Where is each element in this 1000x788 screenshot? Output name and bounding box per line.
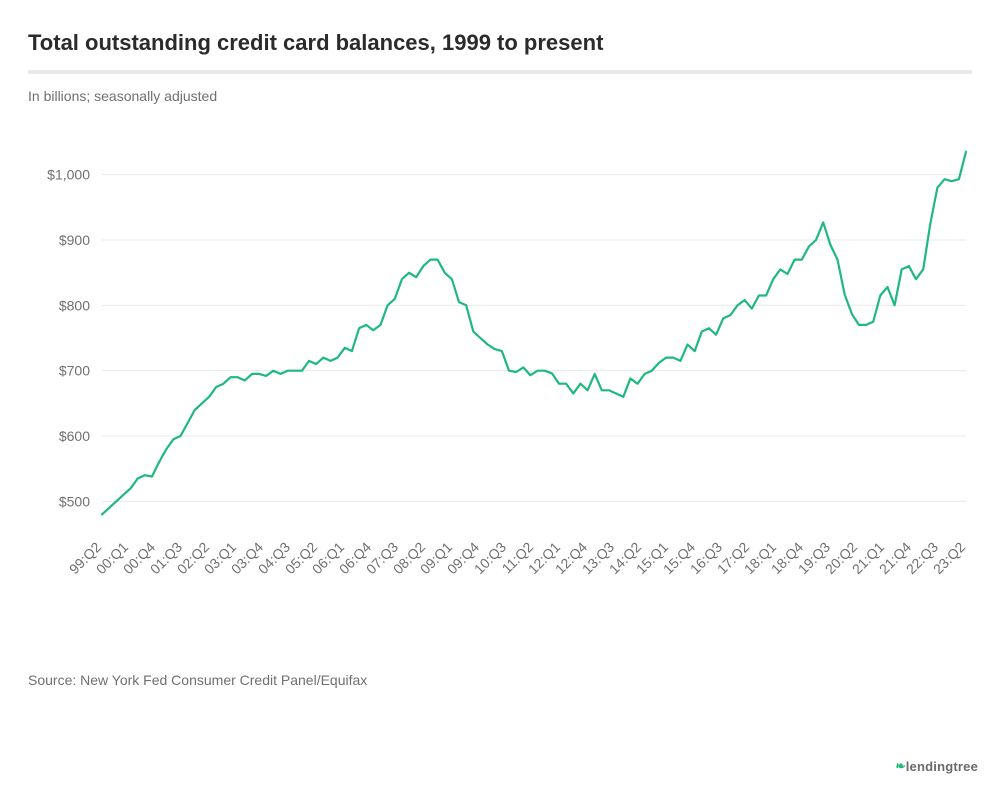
- line-chart: $500$600$700$800$900$1,00099:Q200:Q100:Q…: [28, 114, 972, 654]
- leaf-icon: ❧: [895, 759, 905, 773]
- chart-container: $500$600$700$800$900$1,00099:Q200:Q100:Q…: [28, 114, 972, 654]
- chart-subtitle: In billions; seasonally adjusted: [28, 88, 972, 104]
- svg-text:$600: $600: [59, 428, 90, 444]
- svg-text:$1,000: $1,000: [47, 167, 90, 183]
- svg-text:23:Q2: 23:Q2: [930, 539, 968, 577]
- svg-text:$700: $700: [59, 363, 90, 379]
- svg-text:$500: $500: [59, 493, 90, 509]
- svg-text:$800: $800: [59, 297, 90, 313]
- chart-title: Total outstanding credit card balances, …: [28, 30, 972, 56]
- svg-text:$900: $900: [59, 232, 90, 248]
- title-rule: [28, 70, 972, 74]
- source-label: Source: New York Fed Consumer Credit Pan…: [28, 672, 972, 688]
- brand-logo: ❧lendingtree: [895, 759, 978, 774]
- brand-text: lendingtree: [906, 759, 978, 774]
